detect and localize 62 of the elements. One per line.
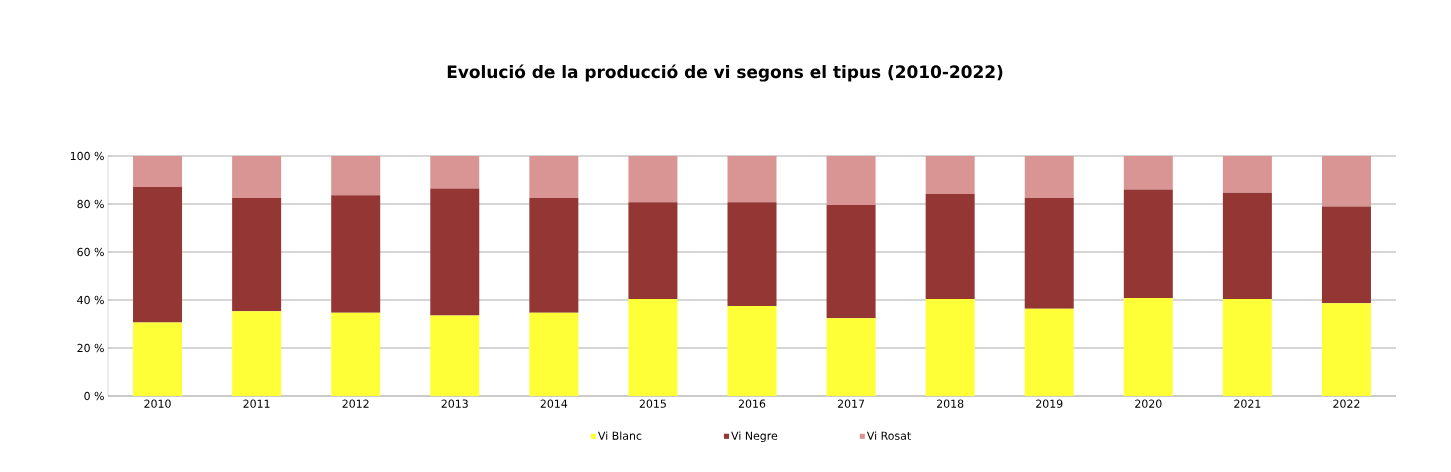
bar	[1321, 156, 1371, 207]
bar	[826, 156, 876, 205]
bar	[727, 306, 777, 396]
bar	[430, 188, 480, 316]
bar	[1024, 308, 1074, 396]
bar	[826, 318, 876, 396]
y-tick-label: 60 %	[77, 247, 104, 257]
bar	[1024, 198, 1074, 309]
x-tick-label: 2019	[1036, 399, 1063, 408]
bar	[826, 204, 876, 319]
bar	[331, 195, 381, 313]
bar	[430, 315, 480, 396]
bar	[232, 311, 282, 396]
x-tick-label: 2021	[1234, 399, 1261, 408]
bar	[529, 156, 579, 198]
bar	[133, 322, 183, 396]
bar	[1222, 299, 1272, 396]
bar	[1321, 206, 1371, 304]
y-tick-label: 40 %	[77, 295, 104, 305]
x-tick-label: 2013	[441, 399, 468, 408]
legend-label: Vi Blanc	[598, 431, 642, 440]
bar	[1222, 156, 1272, 193]
bar	[529, 198, 579, 313]
bar	[232, 156, 282, 198]
bar	[1222, 192, 1272, 300]
bar	[1321, 303, 1371, 396]
bar	[727, 156, 777, 203]
x-tick-label: 2017	[837, 399, 865, 408]
x-tick-label: 2016	[738, 399, 766, 408]
x-tick-label: 2014	[540, 399, 568, 408]
bar	[232, 198, 282, 312]
bar	[628, 202, 678, 300]
x-tick-label: 2020	[1135, 399, 1162, 408]
bar	[628, 156, 678, 203]
x-tick-label: 2011	[243, 399, 270, 408]
legend-label: Vi Rosat	[866, 431, 911, 440]
bar	[1123, 156, 1173, 190]
bar	[1123, 189, 1173, 299]
x-tick-label: 2015	[639, 399, 666, 408]
bar	[529, 312, 579, 396]
bar	[133, 186, 183, 323]
bar	[925, 299, 975, 396]
y-tick-label: 20 %	[77, 343, 104, 353]
bar	[331, 156, 381, 196]
bar	[925, 156, 975, 194]
bar	[628, 299, 678, 396]
x-tick-label: 2022	[1333, 399, 1360, 408]
bar	[1123, 298, 1173, 396]
y-tick-label: 100 %	[70, 151, 104, 161]
bar	[430, 156, 480, 189]
bar	[331, 312, 381, 396]
chart-title: Evolució de la producció de vi segons el tipus (2010-2022)	[447, 64, 1003, 82]
legend-label: Vi Negre	[731, 431, 778, 442]
bar	[1024, 156, 1074, 198]
bar	[727, 202, 777, 306]
x-tick-label: 2018	[937, 399, 964, 408]
y-tick-label: 0 %	[84, 391, 104, 401]
x-tick-label: 2012	[342, 399, 369, 408]
bar	[133, 156, 183, 187]
x-tick-label: 2010	[144, 399, 171, 408]
y-tick-label: 80 %	[77, 199, 104, 209]
bar	[925, 193, 975, 300]
